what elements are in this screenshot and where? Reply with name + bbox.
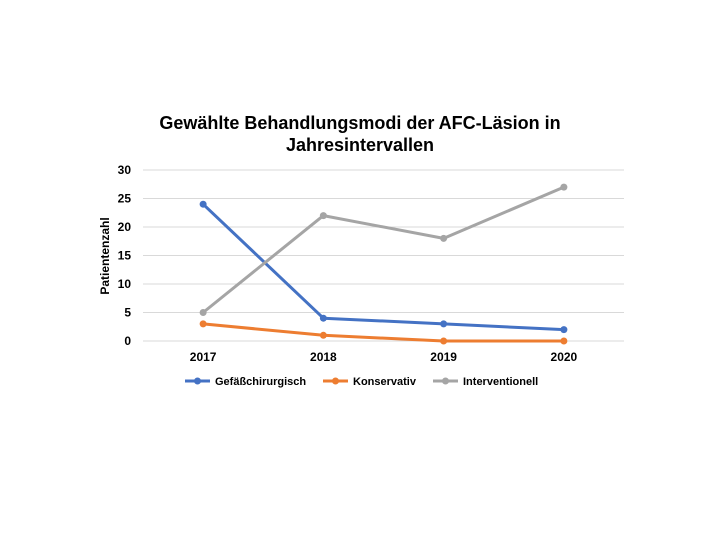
legend-item: Gefäßchirurgisch: [185, 376, 306, 388]
y-tick-label: 20: [118, 220, 132, 234]
y-tick-label: 5: [124, 306, 131, 320]
series-0: [199, 200, 568, 334]
legend-swatch-marker: [442, 377, 449, 385]
x-tick-label: 2019: [430, 350, 457, 364]
data-point: [440, 320, 448, 328]
legend-label: Konservativ: [353, 376, 417, 388]
series-line: [201, 185, 566, 314]
series-group: [199, 183, 568, 345]
legend-item: Konservativ: [323, 376, 417, 388]
y-tick-label: 10: [118, 277, 132, 291]
y-tick-label: 25: [118, 192, 132, 206]
legend-label: Gefäßchirurgisch: [215, 376, 306, 388]
data-point: [199, 309, 207, 316]
y-tick-label: 15: [118, 249, 132, 263]
data-point: [440, 337, 448, 345]
series-line: [201, 322, 566, 343]
y-tick-label: 30: [118, 163, 132, 177]
y-axis-ticks: 0 5 10 15 20 25 30: [118, 163, 132, 348]
y-tick-label: 0: [124, 334, 131, 348]
x-tick-label: 2017: [190, 350, 217, 364]
series-line: [201, 202, 566, 332]
x-tick-label: 2018: [310, 350, 337, 364]
x-tick-label: 2020: [551, 350, 578, 364]
series-1: [199, 320, 568, 345]
chart-title-line-2: Jahresintervallen: [286, 135, 434, 155]
data-point: [440, 234, 448, 242]
data-point: [199, 320, 207, 328]
x-axis-ticks: 2017 2018 2019 2020: [190, 350, 578, 364]
data-point: [319, 314, 327, 322]
y-axis-title: Patientenzahl: [98, 217, 112, 294]
data-point: [319, 212, 327, 220]
chart-title-line-1: Gewählte Behandlungsmodi der AFC-Läsion …: [159, 113, 560, 133]
legend-item: Interventionell: [433, 376, 538, 388]
gridlines: [143, 169, 624, 342]
series-2: [199, 183, 568, 316]
legend: Gefäßchirurgisch Konservativ Interventione…: [185, 376, 538, 388]
data-point: [319, 331, 327, 339]
legend-swatch-marker: [332, 377, 339, 385]
data-point: [560, 183, 568, 191]
legend-swatch-marker: [194, 377, 201, 385]
data-point: [199, 200, 207, 208]
data-point: [560, 337, 568, 345]
legend-label: Interventionell: [463, 376, 538, 388]
data-point: [560, 326, 568, 334]
